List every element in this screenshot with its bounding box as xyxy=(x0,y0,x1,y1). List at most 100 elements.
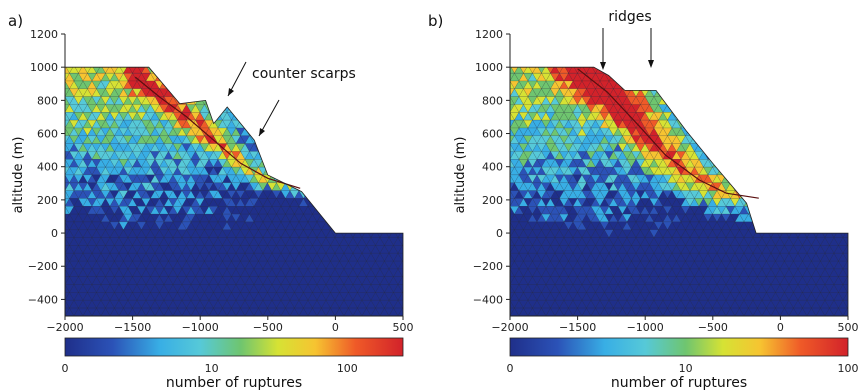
mesh-cell xyxy=(304,324,313,332)
mesh-cell xyxy=(708,58,717,66)
mesh-cell xyxy=(412,167,421,175)
mesh-cell xyxy=(200,42,209,50)
mesh-cell xyxy=(712,127,722,136)
mesh-cell xyxy=(357,143,367,152)
mesh-cell xyxy=(298,88,309,97)
mesh-cell xyxy=(164,34,173,42)
mesh-cell xyxy=(326,58,335,66)
mesh-cell xyxy=(280,159,291,168)
mesh-cell xyxy=(159,67,169,74)
mesh-cell xyxy=(280,119,291,129)
mesh-cell xyxy=(820,88,830,97)
mesh-cell xyxy=(734,80,745,90)
mesh-cell xyxy=(824,119,835,129)
mesh-cell xyxy=(312,143,322,152)
mesh-cell xyxy=(802,127,812,136)
panel-label-b: b) xyxy=(428,12,443,30)
mesh-cell xyxy=(294,151,304,160)
mesh-cell xyxy=(271,96,282,105)
mesh-cell xyxy=(605,34,614,42)
mesh-cell xyxy=(416,245,425,253)
mesh-cell xyxy=(379,174,390,184)
mesh-cell xyxy=(847,80,848,89)
mesh-cell xyxy=(358,58,367,66)
mesh-cell xyxy=(312,182,322,191)
mesh-cell xyxy=(312,119,322,129)
mesh-cell xyxy=(785,50,794,58)
mesh-cell xyxy=(743,112,754,121)
mesh-cell xyxy=(788,112,799,121)
mesh-cell xyxy=(685,73,695,82)
mesh-cell xyxy=(806,151,817,160)
mesh-cell xyxy=(110,50,119,58)
mesh-cell xyxy=(370,213,381,223)
mesh-cell xyxy=(321,315,331,316)
mesh-cell xyxy=(397,166,403,176)
mesh-cell xyxy=(262,135,273,144)
mesh-cell xyxy=(753,50,762,58)
mesh-cell xyxy=(820,127,830,136)
mesh-cell xyxy=(797,182,808,191)
mesh-cell xyxy=(325,127,336,137)
mesh-cell xyxy=(784,96,794,105)
mesh-cell xyxy=(752,119,763,129)
mesh-cell xyxy=(667,96,677,105)
mesh-cell xyxy=(658,73,668,82)
mesh-cell xyxy=(842,143,848,152)
mesh-cell xyxy=(316,96,327,105)
mesh-cell xyxy=(839,58,848,66)
mesh-cell xyxy=(379,88,390,97)
mesh-cell xyxy=(253,88,264,97)
mesh-cell xyxy=(186,88,196,97)
mesh-cell xyxy=(730,88,740,97)
mesh-cell xyxy=(393,119,403,129)
mesh-cell xyxy=(375,190,385,199)
mesh-cell xyxy=(168,80,178,89)
mesh-cell xyxy=(173,58,182,66)
mesh-cell xyxy=(349,42,358,50)
mesh-cell xyxy=(555,58,564,66)
mesh-cell xyxy=(285,166,295,176)
mesh-cell xyxy=(352,221,363,231)
mesh-cell xyxy=(694,127,704,136)
mesh-cell xyxy=(325,166,336,176)
mesh-cell xyxy=(757,104,767,113)
mesh-cell xyxy=(325,190,336,199)
mesh-cell xyxy=(268,42,277,50)
mesh-cell xyxy=(65,112,66,121)
mesh-cell xyxy=(384,96,394,105)
mesh-cell xyxy=(788,127,799,137)
mesh-cell xyxy=(375,182,385,191)
mesh-cell xyxy=(173,34,182,42)
mesh-cell xyxy=(825,34,834,42)
mesh-cell xyxy=(375,174,385,183)
mesh-cell xyxy=(249,104,259,113)
mesh-cell xyxy=(343,206,354,215)
mesh-cell xyxy=(412,238,421,246)
mesh-cell xyxy=(289,151,300,160)
mesh-cell xyxy=(357,73,367,82)
mesh-cell xyxy=(343,88,354,97)
mesh-cell xyxy=(397,284,403,293)
mesh-cell xyxy=(352,198,363,207)
mesh-cell xyxy=(788,182,799,191)
mesh-cell xyxy=(852,34,859,42)
mesh-cell xyxy=(110,34,119,42)
mesh-cell xyxy=(213,104,223,113)
mesh-cell xyxy=(412,136,421,144)
mesh-cell xyxy=(379,198,390,207)
mesh-cell xyxy=(726,50,735,58)
mesh-cell xyxy=(357,67,367,74)
mesh-cell xyxy=(748,112,758,121)
mesh-cell xyxy=(752,166,763,176)
mesh-cell xyxy=(222,67,232,74)
mesh-cell xyxy=(551,50,560,58)
mesh-cell xyxy=(716,72,727,82)
mesh-cell xyxy=(614,50,623,58)
mesh-cell xyxy=(757,213,767,223)
mesh-cell xyxy=(196,58,205,66)
mesh-cell xyxy=(352,213,363,223)
mesh-cell xyxy=(829,67,839,74)
mesh-cell xyxy=(358,50,367,58)
mesh-cell xyxy=(164,42,173,50)
